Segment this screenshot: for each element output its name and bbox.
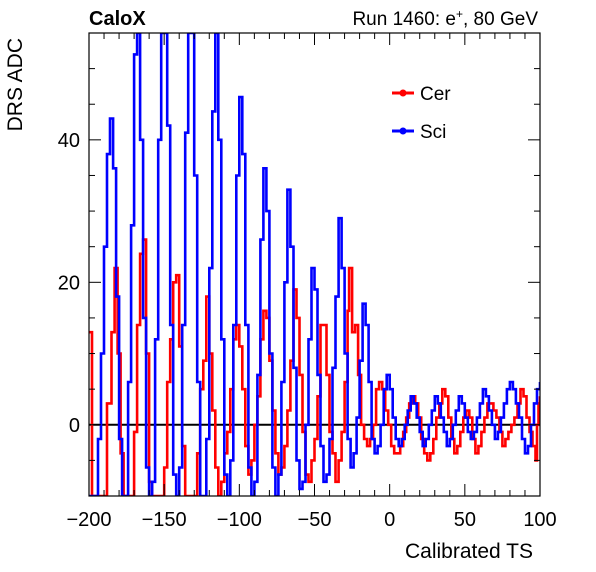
legend: Cer Sci — [392, 84, 451, 143]
y-tick-label: 0 — [69, 415, 80, 437]
x-tick-label: −150 — [142, 509, 187, 531]
series-sci-line — [89, 33, 540, 496]
legend-marker-cer — [399, 89, 407, 97]
x-tick-label: −100 — [217, 509, 262, 531]
legend-marker-sci — [399, 127, 407, 135]
x-tick-label: 50 — [454, 509, 476, 531]
series-cer-line — [89, 238, 540, 496]
y-axis-title: DRS ADC — [4, 38, 27, 131]
header-right-suffix: , 80 GeV — [463, 9, 538, 30]
chart-header-left: CaloX — [89, 8, 146, 30]
y-tick-label: 40 — [58, 130, 80, 152]
x-tick-label: 100 — [523, 509, 556, 531]
header-right-prefix: Run 1460: e — [352, 9, 456, 30]
header-right-superscript: + — [456, 7, 463, 21]
x-tick-label: −50 — [298, 509, 332, 531]
x-axis-title: Calibrated TS — [405, 540, 533, 563]
plot-frame — [88, 32, 541, 497]
x-tick-label: 0 — [384, 509, 395, 531]
x-tick-label: −200 — [66, 509, 111, 531]
legend-label-cer: Cer — [420, 84, 451, 105]
y-tick-label: 20 — [58, 272, 80, 294]
legend-label-sci: Sci — [420, 122, 446, 143]
chart-header-right: Run 1460: e+, 80 GeV — [352, 7, 538, 30]
